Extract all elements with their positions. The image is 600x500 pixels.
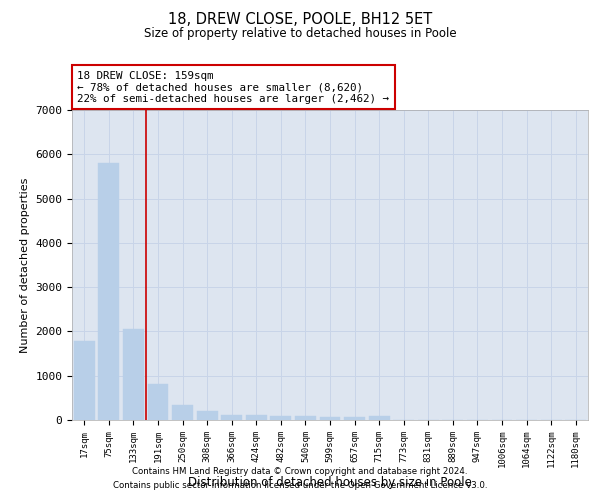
Text: Contains HM Land Registry data © Crown copyright and database right 2024.: Contains HM Land Registry data © Crown c… [132, 467, 468, 476]
Bar [74, 341, 95, 420]
Text: Contains public sector information licensed under the Open Government Licence v3: Contains public sector information licen… [113, 481, 487, 490]
Bar [368, 416, 389, 420]
Y-axis label: Number of detached properties: Number of detached properties [20, 178, 30, 352]
Bar [148, 384, 169, 420]
X-axis label: Distribution of detached houses by size in Poole: Distribution of detached houses by size … [188, 476, 472, 488]
Bar [98, 163, 119, 420]
Bar [320, 416, 340, 420]
Bar [246, 416, 267, 420]
Bar [172, 405, 193, 420]
Text: 18 DREW CLOSE: 159sqm
← 78% of detached houses are smaller (8,620)
22% of semi-d: 18 DREW CLOSE: 159sqm ← 78% of detached … [77, 70, 389, 104]
Bar [221, 415, 242, 420]
Bar [295, 416, 316, 420]
Text: 18, DREW CLOSE, POOLE, BH12 5ET: 18, DREW CLOSE, POOLE, BH12 5ET [168, 12, 432, 28]
Text: Size of property relative to detached houses in Poole: Size of property relative to detached ho… [143, 28, 457, 40]
Bar [344, 417, 365, 420]
Bar [197, 412, 218, 420]
Bar [123, 329, 144, 420]
Bar [271, 416, 292, 420]
